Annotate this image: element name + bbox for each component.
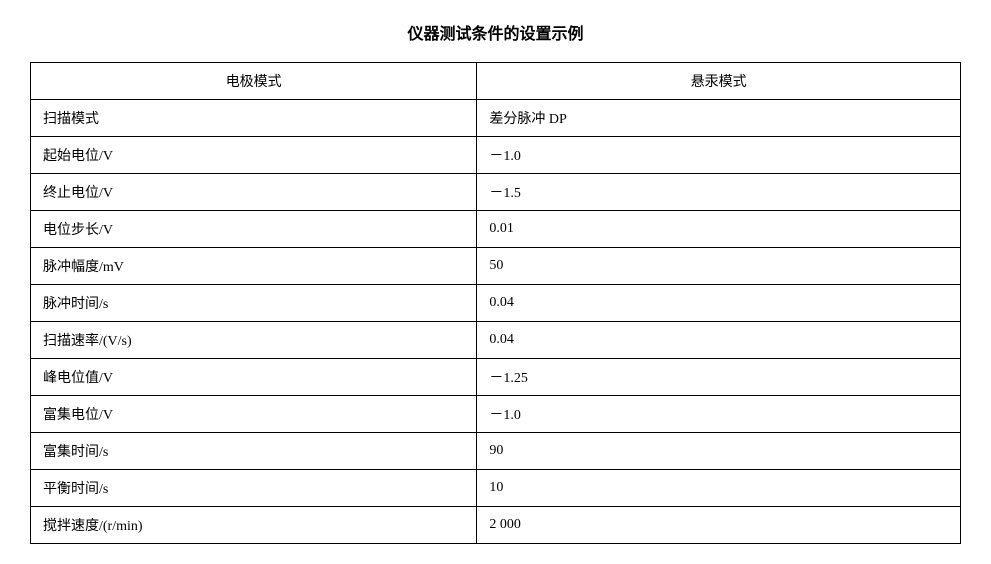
param-cell: 扫描模式 (31, 100, 477, 137)
param-cell: 富集电位/V (31, 396, 477, 433)
value-cell: －1.25 (477, 359, 961, 396)
value-cell: 10 (477, 470, 961, 507)
table-row: 脉冲幅度/mV 50 (31, 248, 961, 285)
table-row: 脉冲时间/s 0.04 (31, 285, 961, 322)
param-cell: 脉冲时间/s (31, 285, 477, 322)
value-cell: 50 (477, 248, 961, 285)
table-row: 富集时间/s 90 (31, 433, 961, 470)
table-header-row: 电极模式 悬汞模式 (31, 63, 961, 100)
table-row: 终止电位/V －1.5 (31, 174, 961, 211)
param-cell: 起始电位/V (31, 137, 477, 174)
param-cell: 终止电位/V (31, 174, 477, 211)
table-row: 电位步长/V 0.01 (31, 211, 961, 248)
table-row: 峰电位值/V －1.25 (31, 359, 961, 396)
table-row: 富集电位/V －1.0 (31, 396, 961, 433)
param-cell: 峰电位值/V (31, 359, 477, 396)
value-cell: －1.0 (477, 137, 961, 174)
value-cell: －1.5 (477, 174, 961, 211)
param-cell: 脉冲幅度/mV (31, 248, 477, 285)
value-cell: 差分脉冲 DP (477, 100, 961, 137)
value-cell: 0.04 (477, 322, 961, 359)
table-row: 起始电位/V －1.0 (31, 137, 961, 174)
header-col-2: 悬汞模式 (477, 63, 961, 100)
value-cell: －1.0 (477, 396, 961, 433)
table-row: 扫描模式 差分脉冲 DP (31, 100, 961, 137)
value-cell: 0.01 (477, 211, 961, 248)
table-row: 平衡时间/s 10 (31, 470, 961, 507)
header-col-1: 电极模式 (31, 63, 477, 100)
param-cell: 平衡时间/s (31, 470, 477, 507)
value-cell: 2 000 (477, 507, 961, 544)
param-cell: 搅拌速度/(r/min) (31, 507, 477, 544)
param-cell: 电位步长/V (31, 211, 477, 248)
value-cell: 90 (477, 433, 961, 470)
value-cell: 0.04 (477, 285, 961, 322)
table-row: 搅拌速度/(r/min) 2 000 (31, 507, 961, 544)
param-cell: 富集时间/s (31, 433, 477, 470)
table-row: 扫描速率/(V/s) 0.04 (31, 322, 961, 359)
settings-table: 电极模式 悬汞模式 扫描模式 差分脉冲 DP 起始电位/V －1.0 终止电位/… (30, 62, 961, 544)
page-title: 仪器测试条件的设置示例 (30, 20, 961, 44)
param-cell: 扫描速率/(V/s) (31, 322, 477, 359)
